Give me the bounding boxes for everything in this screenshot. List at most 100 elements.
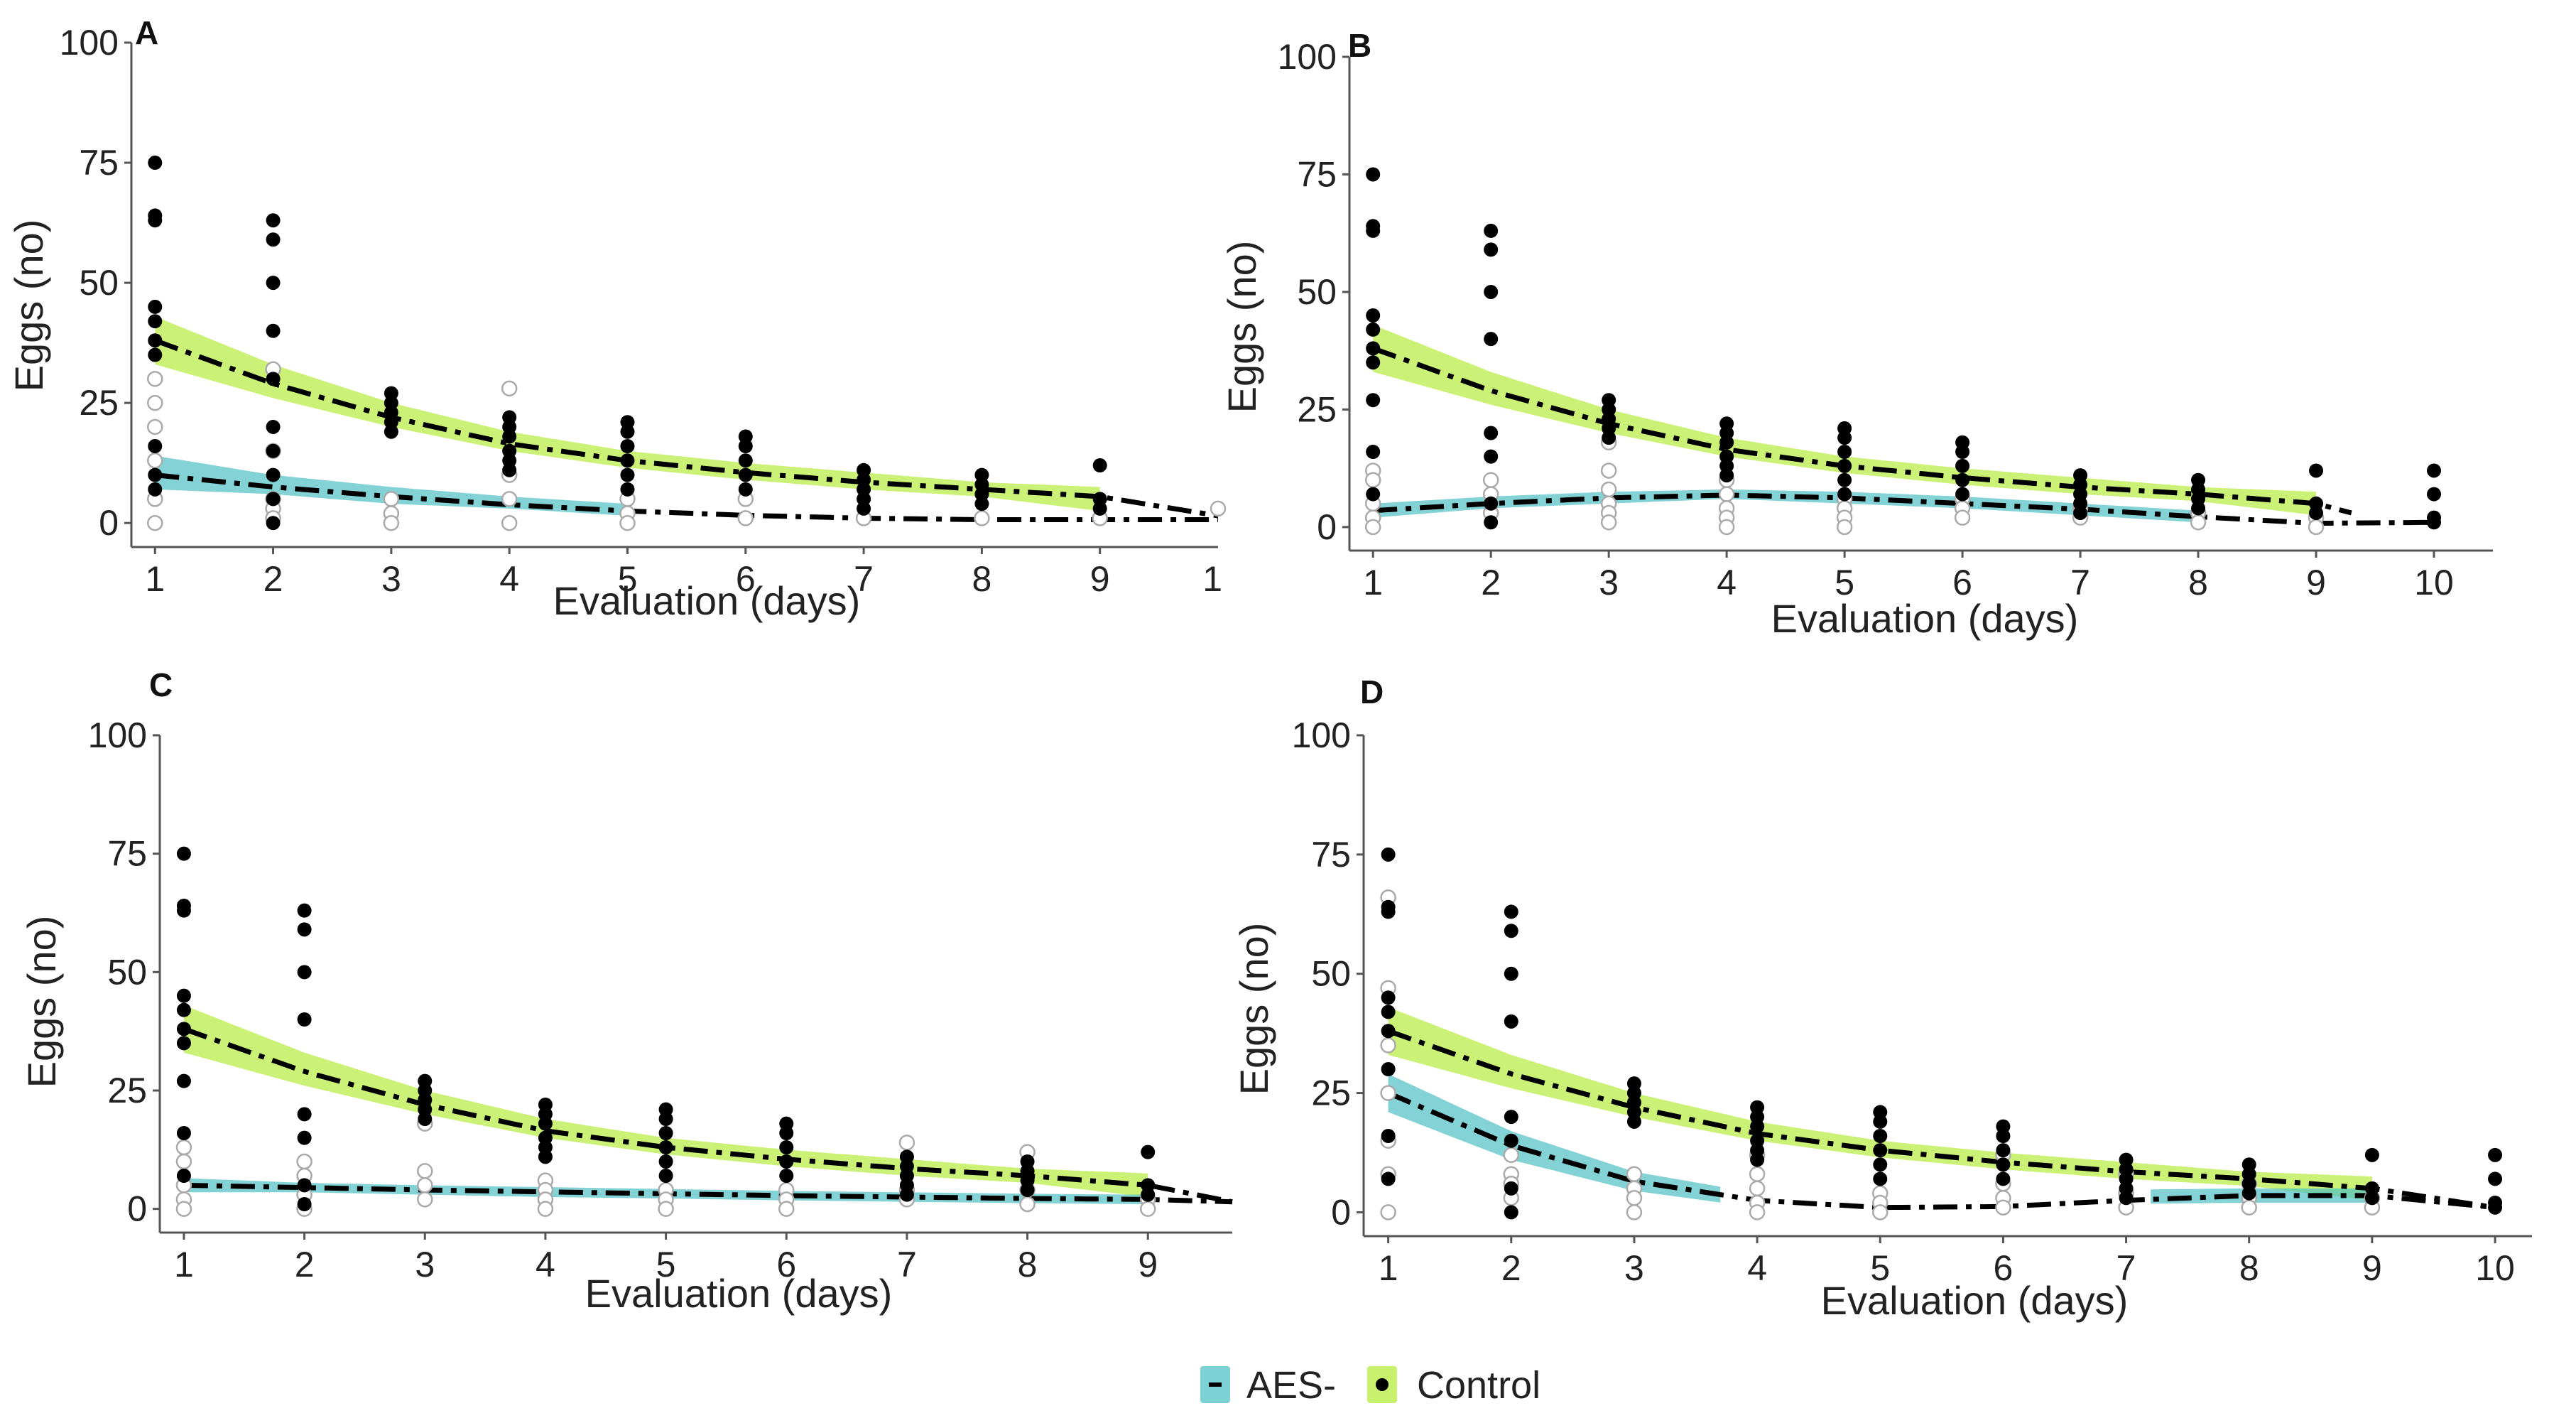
- aes-point: [417, 1177, 433, 1194]
- x-tick-label: 7: [897, 1245, 917, 1284]
- panel-a: A Eggs (no) Evaluation (days) 0255075100…: [6, 14, 1227, 623]
- y-tick-label: 75: [1297, 154, 1337, 194]
- x-tick-label: 8: [972, 559, 991, 599]
- x-tick-label: 3: [1624, 1248, 1644, 1288]
- aes-point: [1626, 1166, 1643, 1182]
- x-tick-label: 7: [2116, 1248, 2136, 1288]
- y-axis-title-d: Eggs (no): [1232, 923, 1276, 1095]
- x-tick-label: 6: [1994, 1248, 2013, 1288]
- control-point: [538, 1149, 553, 1164]
- panel-letter-a: A: [135, 14, 158, 51]
- aes-point: [147, 453, 163, 469]
- x-axis-title-d: Evaluation (days): [1821, 1278, 2129, 1323]
- y-tick-label: 100: [88, 715, 147, 755]
- control-point: [2427, 463, 2442, 478]
- aes-point: [1364, 472, 1381, 488]
- aes-point: [147, 371, 163, 387]
- control-point: [1837, 458, 1852, 473]
- control-point: [1955, 487, 1970, 502]
- control-point: [1366, 393, 1381, 408]
- control-point: [2309, 506, 2324, 521]
- control-ribbon: [183, 1005, 1148, 1197]
- x-tick-label: 2: [1481, 563, 1501, 602]
- aes-fit-line: [1387, 1090, 2496, 1211]
- x-tick-label: 1: [1363, 563, 1383, 602]
- control-point: [1020, 1183, 1035, 1197]
- x-tick-label: 9: [1138, 1245, 1158, 1284]
- control-point: [620, 424, 635, 439]
- y-tick-label: 0: [1317, 507, 1337, 547]
- control-point: [1837, 487, 1852, 502]
- aes-point: [501, 514, 518, 531]
- aes-point: [2241, 1199, 2257, 1216]
- control-point: [1750, 1152, 1765, 1167]
- control-point: [658, 1169, 673, 1183]
- control-point: [418, 1112, 433, 1126]
- control-point: [1996, 1157, 2011, 1172]
- y-tick-label: 25: [107, 1071, 147, 1110]
- aes-point: [619, 514, 636, 531]
- axes-c: 0 25 50 75 100 1 2 3 4 5 6 7 8 9: [88, 715, 1232, 1284]
- control-point: [1366, 223, 1381, 238]
- aes-point: [147, 514, 163, 531]
- aes-point: [658, 1201, 674, 1217]
- aes-point: [1380, 1204, 1396, 1221]
- control-fit-line: [1387, 1028, 2496, 1211]
- control-point: [1366, 341, 1381, 356]
- control-point: [1837, 431, 1852, 445]
- x-tick-label: 1: [174, 1245, 194, 1284]
- x-axis-title-b: Evaluation (days): [1771, 596, 2079, 641]
- aes-point: [1482, 472, 1499, 488]
- legend-dot-control: [1376, 1378, 1388, 1391]
- control-point: [2488, 1147, 2503, 1162]
- control-point: [266, 516, 281, 531]
- control-point: [384, 424, 398, 439]
- control-point: [266, 213, 281, 228]
- control-point: [1504, 924, 1518, 938]
- control-point: [1484, 284, 1499, 299]
- points-a: [147, 156, 1227, 531]
- control-point: [176, 903, 191, 918]
- control-point: [2241, 1186, 2256, 1201]
- aes-point: [1626, 1204, 1643, 1221]
- control-point: [297, 1012, 312, 1027]
- control-point: [738, 439, 753, 453]
- control-fit-line: [1372, 346, 2352, 516]
- y-tick-label: 25: [79, 383, 119, 423]
- control-point: [502, 462, 517, 477]
- y-tick-label: 25: [1311, 1073, 1351, 1113]
- aes-point: [147, 418, 163, 435]
- control-point: [148, 156, 163, 171]
- x-tick-label: 1: [145, 559, 165, 599]
- x-tick-label: 8: [1018, 1245, 1038, 1284]
- y-axis-title-c: Eggs (no): [19, 916, 64, 1088]
- x-tick-label: 10: [2414, 563, 2454, 602]
- control-point: [297, 965, 312, 980]
- control-point: [148, 467, 163, 482]
- aes-point: [296, 1153, 313, 1170]
- points-d: [1380, 847, 2503, 1221]
- control-point: [2427, 515, 2442, 530]
- control-point: [266, 323, 281, 338]
- aes-point: [2190, 514, 2207, 531]
- aes-point: [974, 510, 990, 526]
- control-point: [1092, 458, 1107, 473]
- y-tick-label: 100: [1292, 715, 1351, 755]
- aes-point: [778, 1201, 795, 1217]
- control-point: [658, 1126, 673, 1140]
- x-tick-label-edge: 1: [1202, 559, 1222, 599]
- control-point: [1873, 1114, 1888, 1129]
- y-axis-title-a: Eggs (no): [6, 220, 51, 392]
- control-point: [738, 482, 753, 497]
- control-point: [2488, 1200, 2503, 1215]
- y-tick-label: 0: [99, 503, 119, 543]
- control-point: [779, 1126, 794, 1140]
- control-point: [1484, 242, 1499, 257]
- aes-point: [417, 1163, 433, 1179]
- control-point: [1996, 1171, 2011, 1186]
- control-point: [1366, 308, 1381, 323]
- x-tick-label: 2: [1501, 1248, 1521, 1288]
- control-point: [176, 1169, 191, 1183]
- aes-point: [898, 1135, 915, 1151]
- control-point: [620, 439, 635, 453]
